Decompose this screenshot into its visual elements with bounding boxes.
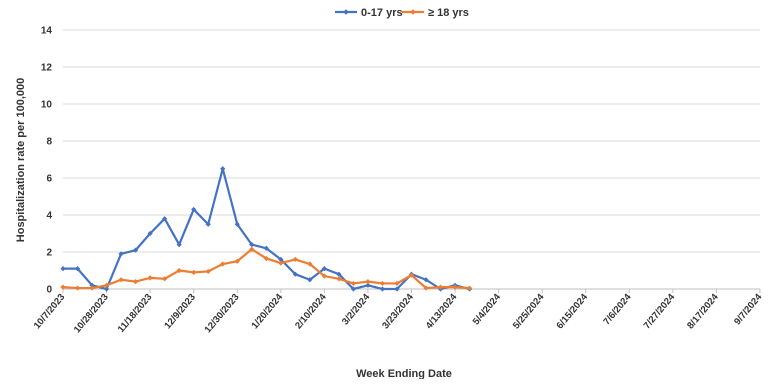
y-tick-label: 14 xyxy=(41,26,53,37)
data-point xyxy=(133,279,139,285)
data-point xyxy=(336,271,342,277)
data-point xyxy=(249,246,255,252)
data-point xyxy=(307,261,313,267)
data-point xyxy=(234,221,240,227)
legend-label: ≥ 18 yrs xyxy=(428,7,469,19)
data-point xyxy=(60,266,66,272)
data-point xyxy=(133,247,139,253)
x-tick-label: 1/20/2024 xyxy=(250,291,286,331)
x-tick-label: 4/13/2024 xyxy=(424,291,460,331)
data-point xyxy=(147,230,153,237)
y-tick-label: 12 xyxy=(41,63,53,74)
data-point xyxy=(205,268,211,275)
data-point xyxy=(176,242,182,248)
data-point xyxy=(379,280,386,287)
gridlines xyxy=(63,29,760,253)
data-point xyxy=(350,280,357,287)
x-tick-label: 11/18/2023 xyxy=(116,292,155,335)
data-point xyxy=(466,285,473,291)
x-tick-label: 10/28/2023 xyxy=(72,292,111,335)
y-tick-label: 4 xyxy=(46,211,52,222)
data-point xyxy=(350,286,357,292)
data-point xyxy=(278,260,284,266)
data-point xyxy=(365,279,371,285)
data-point xyxy=(74,285,81,291)
data-point xyxy=(191,206,197,213)
x-tick-label: 10/7/2023 xyxy=(32,292,68,331)
data-point xyxy=(147,275,153,281)
x-tick-label: 8/17/2024 xyxy=(685,291,721,331)
x-tick-label: 3/2/2024 xyxy=(340,291,373,327)
x-tick-label: 5/4/2024 xyxy=(471,291,504,327)
data-point xyxy=(394,286,400,292)
data-point xyxy=(437,284,444,290)
data-point xyxy=(220,261,226,267)
data-point xyxy=(292,271,298,277)
series-line-1 xyxy=(62,248,470,290)
data-point xyxy=(408,272,415,278)
data-point xyxy=(278,256,284,262)
x-tick-label: 7/6/2024 xyxy=(601,291,634,327)
x-tick-label: 12/9/2023 xyxy=(162,292,198,331)
data-point xyxy=(118,251,124,257)
data-point xyxy=(263,255,269,262)
y-tick-label: 6 xyxy=(46,174,52,185)
y-tick-label: 10 xyxy=(41,100,53,111)
data-point xyxy=(60,284,66,290)
y-tick-label: 2 xyxy=(46,248,52,259)
legend: 0-17 yrs ≥ 18 yrs xyxy=(335,7,469,19)
legend-marker xyxy=(343,9,349,15)
data-point xyxy=(394,280,400,287)
legend-label: 0-17 yrs xyxy=(361,7,403,19)
x-tick-label: 3/23/2024 xyxy=(380,291,416,331)
x-tick-label: 5/25/2024 xyxy=(511,291,547,331)
legend-marker xyxy=(410,9,416,15)
data-point xyxy=(423,277,429,283)
data-point xyxy=(74,266,81,272)
data-point xyxy=(118,277,124,283)
y-tick-label: 8 xyxy=(46,137,52,148)
data-point xyxy=(103,282,110,288)
data-point xyxy=(452,284,458,290)
x-tick-label: 7/27/2024 xyxy=(642,291,678,331)
data-point xyxy=(292,256,298,262)
x-tick-label: 2/10/2024 xyxy=(293,291,329,331)
data-point xyxy=(379,286,386,292)
data-point xyxy=(234,258,240,264)
data-point xyxy=(191,269,197,275)
x-axis-title: Week Ending Date xyxy=(356,368,452,379)
y-axis-title: Hospitalization rate per 100,000 xyxy=(15,78,27,242)
data-point xyxy=(162,216,168,222)
data-point xyxy=(89,285,95,291)
data-point xyxy=(162,276,168,282)
series-line-0 xyxy=(63,167,470,291)
series xyxy=(60,166,473,292)
data-point xyxy=(365,282,371,288)
data-point xyxy=(423,285,429,291)
data-point xyxy=(307,277,313,283)
data-point xyxy=(249,242,255,248)
data-point xyxy=(336,276,342,282)
data-point xyxy=(89,282,95,288)
data-point xyxy=(103,286,110,292)
legend-item-0: 0-17 yrs xyxy=(335,7,403,19)
y-tick-label: 0 xyxy=(46,285,52,296)
data-point xyxy=(176,267,182,274)
legend-item-1: ≥ 18 yrs xyxy=(402,7,469,19)
data-point xyxy=(263,245,269,251)
data-point xyxy=(321,273,327,279)
x-tick-label: 9/7/2024 xyxy=(732,291,765,327)
x-tick-label: 12/30/2023 xyxy=(203,292,242,335)
data-point xyxy=(205,221,211,227)
data-point xyxy=(220,166,226,172)
x-tick-label: 6/15/2024 xyxy=(554,291,590,331)
data-point xyxy=(321,266,327,272)
